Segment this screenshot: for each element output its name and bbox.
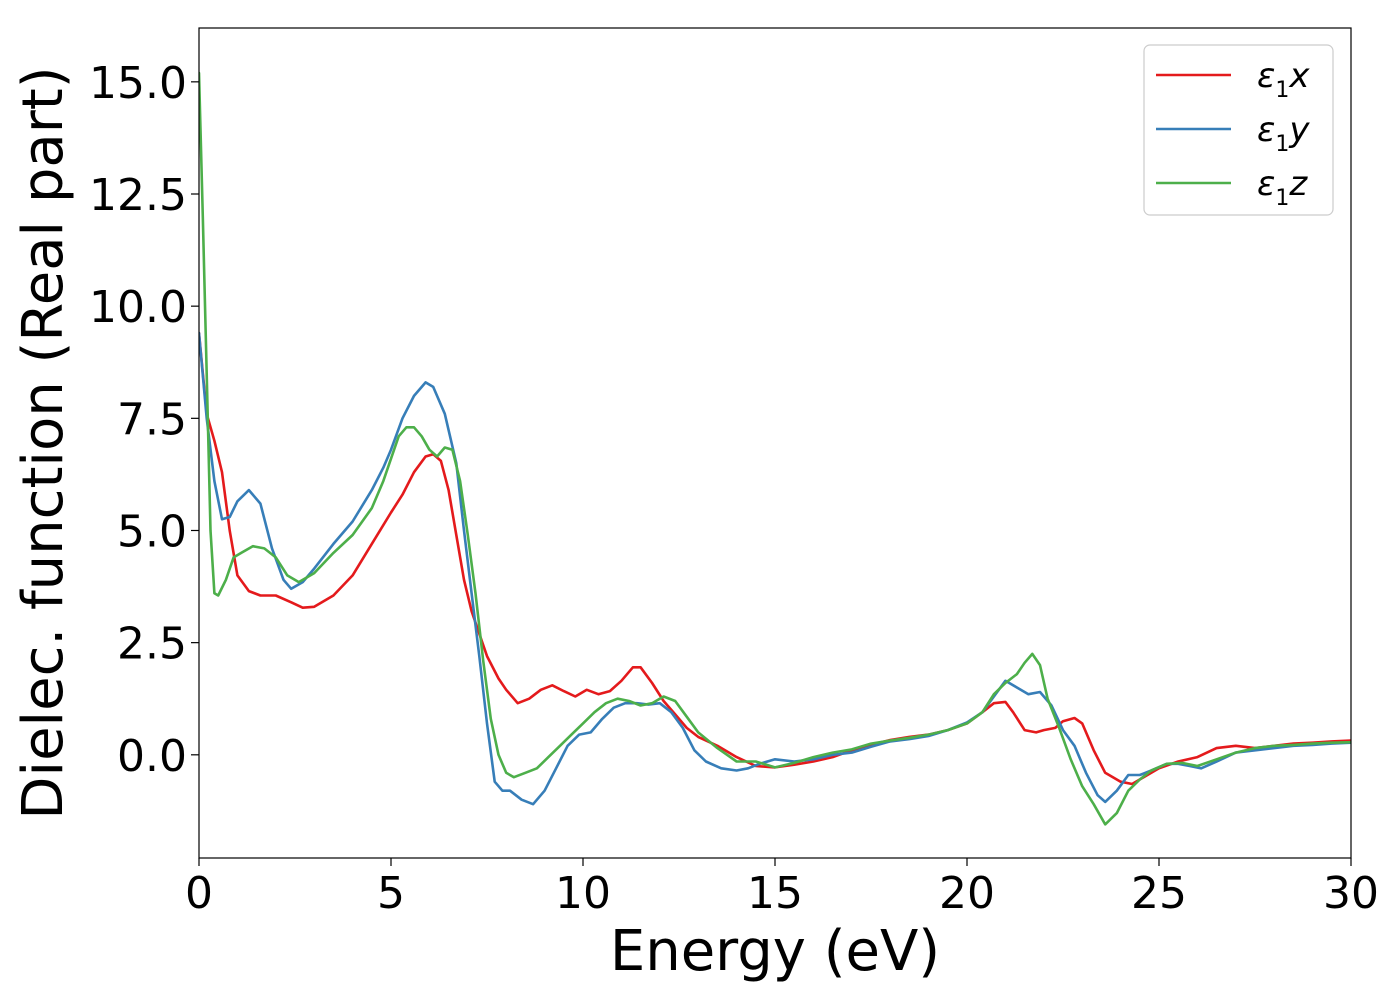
y-tick-label: 2.5 [117, 619, 187, 670]
series-line-1 [199, 331, 1351, 806]
y-axis-title: Dielec. function (Real part) [11, 66, 76, 819]
x-tick-label: 25 [1131, 868, 1187, 919]
series-layer [199, 71, 1351, 826]
legend-label: ε1z [1257, 164, 1308, 211]
legend-box [1143, 44, 1334, 216]
x-axis-title: Energy (eV) [610, 919, 940, 984]
y-tick-label: 7.5 [117, 394, 187, 445]
x-tick-label: 30 [1323, 868, 1379, 919]
x-tick-label: 5 [377, 868, 405, 919]
x-tick-label: 20 [939, 868, 995, 919]
legend-label: ε1x [1257, 56, 1310, 103]
y-tick-label: 12.5 [89, 170, 187, 221]
series-line-0 [199, 331, 1351, 786]
x-tick-label: 15 [747, 868, 803, 919]
x-tick-label: 0 [185, 868, 213, 919]
y-tick-label: 0.0 [117, 731, 187, 782]
y-tick-label: 15.0 [89, 58, 187, 109]
series-line-2 [199, 71, 1351, 826]
legend-label: ε1y [1257, 110, 1310, 157]
y-tick-label: 5.0 [117, 506, 187, 557]
x-tick-label: 10 [555, 868, 611, 919]
legend: ε1x ε1y ε1z [1143, 44, 1334, 216]
ticks-layer: 0 5 10 15 20 25 30 0.0 2.5 5.0 7.5 10.0 12.5 15.0 [89, 58, 1379, 919]
y-tick-label: 10.0 [89, 282, 187, 333]
